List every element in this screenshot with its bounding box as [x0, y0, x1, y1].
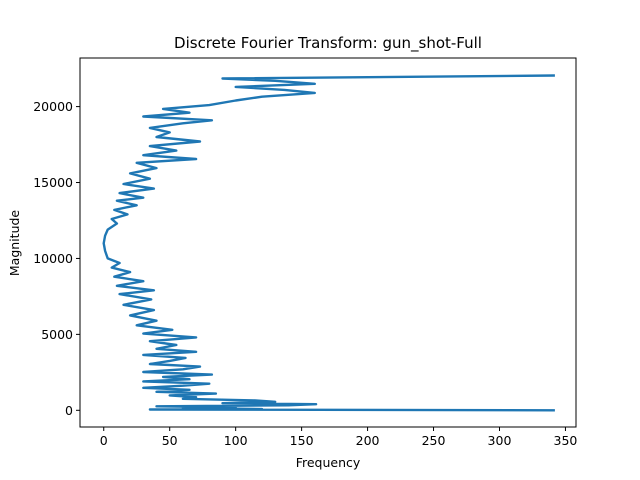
- x-tick-label: 150: [290, 433, 314, 448]
- plot-frame: [79, 57, 577, 428]
- x-tick-label: 350: [554, 433, 578, 448]
- y-tick-label: 0: [65, 403, 73, 418]
- x-tick-label: 300: [488, 433, 512, 448]
- y-tick-label: 5000: [41, 327, 73, 342]
- x-axis-ticks: 0 50 100 150 200 250 300 350: [100, 427, 578, 448]
- x-tick-label: 50: [162, 433, 178, 448]
- y-tick-label: 10000: [33, 251, 73, 266]
- x-tick-label: 100: [224, 433, 248, 448]
- x-tick-label: 0: [100, 433, 108, 448]
- x-tick-label: 200: [356, 433, 380, 448]
- y-tick-label: 15000: [33, 175, 73, 190]
- chart-title: Discrete Fourier Transform: gun_shot-Ful…: [174, 34, 482, 53]
- y-axis-ticks: 0 5000 10000 15000 20000: [33, 99, 80, 418]
- y-tick-label: 20000: [33, 99, 73, 114]
- y-axis-label: Magnitude: [7, 210, 22, 277]
- x-tick-label: 250: [422, 433, 446, 448]
- series-line-magnitude: [102, 74, 555, 412]
- x-axis-label: Frequency: [296, 455, 361, 470]
